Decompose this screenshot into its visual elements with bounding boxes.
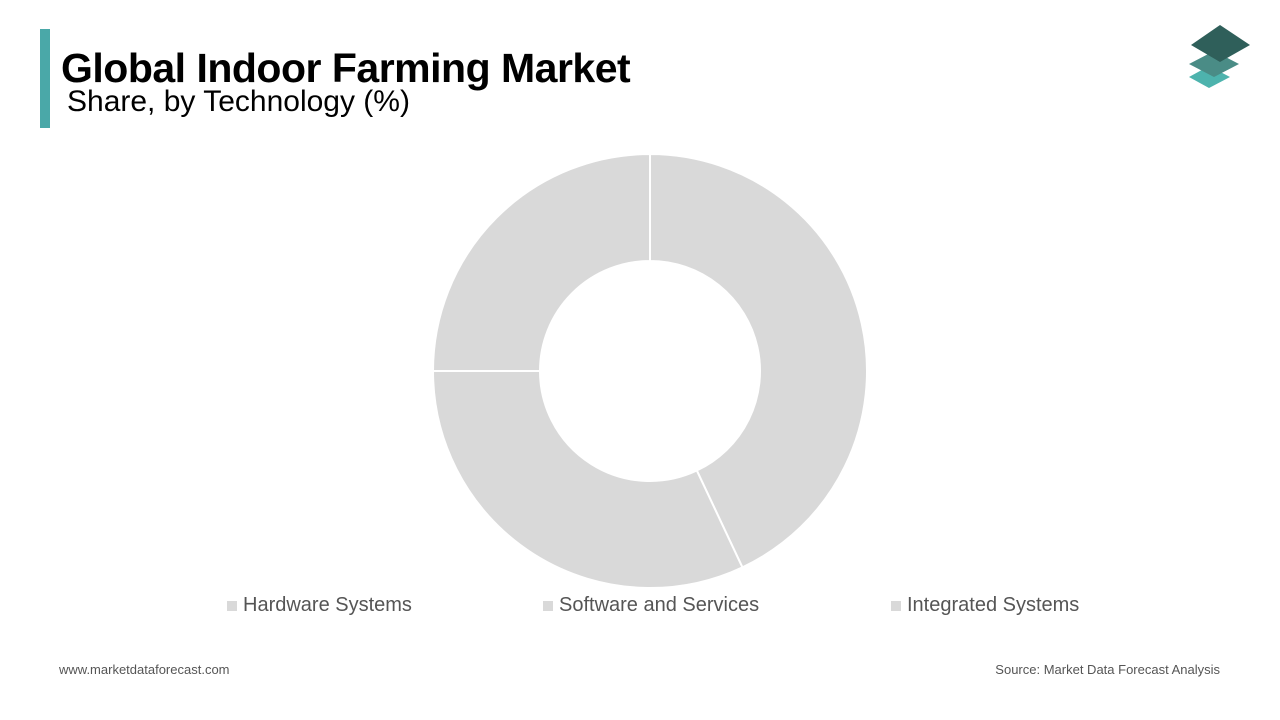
legend-item: Integrated Systems	[891, 594, 1079, 617]
footer-website: www.marketdataforecast.com	[59, 662, 230, 677]
legend-item: Hardware Systems	[227, 594, 412, 617]
footer-source: Source: Market Data Forecast Analysis	[995, 662, 1220, 677]
donut-slice-hardware-systems	[649, 152, 868, 569]
layered-diamond-logo-icon	[1189, 25, 1250, 88]
donut-slice-software-and-services	[431, 370, 744, 589]
legend-swatch	[543, 600, 553, 611]
logo-bottom-layer	[1189, 66, 1230, 88]
legend-label: Hardware Systems	[243, 594, 412, 616]
legend-swatch	[227, 600, 237, 611]
logo-top-layer	[1191, 25, 1250, 62]
donut-slice-integrated-systems	[431, 152, 651, 372]
legend-item: Software and Services	[543, 594, 759, 617]
chart-subtitle: Share, by Technology (%)	[67, 85, 410, 118]
legend-label: Integrated Systems	[907, 594, 1080, 616]
donut-slices	[431, 152, 868, 589]
legend-label: Software and Services	[559, 594, 760, 616]
chart-title: Global Indoor Farming Market	[61, 45, 631, 91]
legend-swatch	[891, 600, 901, 611]
title-accent-bar	[40, 29, 50, 128]
chart-legend: Hardware Systems Software and Services Int…	[0, 594, 1280, 620]
